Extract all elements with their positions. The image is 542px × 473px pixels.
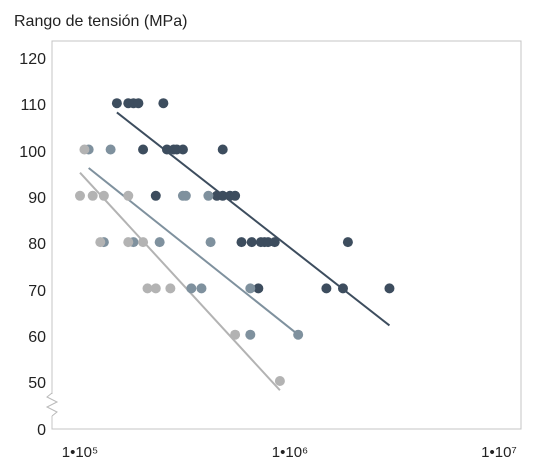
y-tick-label: 110: [20, 97, 46, 114]
data-point: [79, 144, 90, 155]
data-point: [177, 144, 188, 155]
data-point: [274, 376, 285, 386]
data-point: [180, 190, 191, 201]
data-point: [293, 329, 304, 340]
y-tick-label: 0: [37, 422, 46, 439]
plot-frame: [51, 40, 522, 430]
data-point: [269, 237, 280, 248]
y-tick-label: 70: [28, 283, 46, 300]
data-point: [342, 237, 353, 248]
data-point: [253, 283, 264, 294]
data-point: [321, 283, 332, 294]
data-point: [154, 237, 165, 248]
fit-line: [88, 167, 299, 336]
data-point: [98, 190, 109, 201]
data-point: [230, 190, 241, 201]
data-point: [203, 190, 214, 201]
plot-area: [75, 98, 395, 391]
y-tick-label: 90: [28, 190, 46, 207]
data-point: [142, 283, 153, 294]
fit-line: [116, 111, 391, 327]
axis-break-mask: [50, 394, 56, 416]
data-point: [205, 237, 216, 248]
data-point: [245, 329, 256, 340]
data-point: [150, 190, 161, 201]
data-point: [150, 283, 161, 294]
y-axis-title: Rango de tensión (MPa): [14, 13, 187, 30]
data-point: [95, 237, 106, 248]
data-point: [245, 283, 256, 294]
y-tick-label: 120: [19, 51, 46, 68]
data-point: [165, 283, 176, 294]
data-point: [138, 237, 149, 248]
data-point: [384, 283, 395, 294]
data-point: [87, 190, 98, 201]
y-tick-label: 80: [28, 236, 46, 253]
data-point: [196, 283, 207, 294]
data-point: [133, 98, 144, 109]
data-point: [75, 190, 85, 201]
data-point: [138, 144, 149, 155]
data-point: [217, 144, 228, 155]
data-point: [246, 237, 257, 248]
x-tick-label: 1•10⁵: [62, 444, 99, 461]
data-point: [158, 98, 169, 109]
data-point: [123, 190, 134, 201]
data-point: [337, 283, 348, 294]
y-tick-label: 50: [28, 375, 46, 392]
data-point: [111, 98, 122, 109]
x-tick-label: 1•10⁷: [481, 444, 517, 461]
data-point: [236, 237, 247, 248]
data-point: [123, 237, 134, 248]
data-point: [217, 190, 228, 201]
axis-break-mark: [45, 392, 59, 417]
y-tick-label: 100: [19, 144, 46, 161]
data-point: [105, 144, 116, 155]
data-point: [186, 283, 197, 294]
data-point: [230, 329, 241, 340]
y-tick-label: 60: [28, 329, 46, 346]
fit-line: [79, 171, 281, 391]
x-tick-label: 1•10⁶: [272, 444, 308, 461]
